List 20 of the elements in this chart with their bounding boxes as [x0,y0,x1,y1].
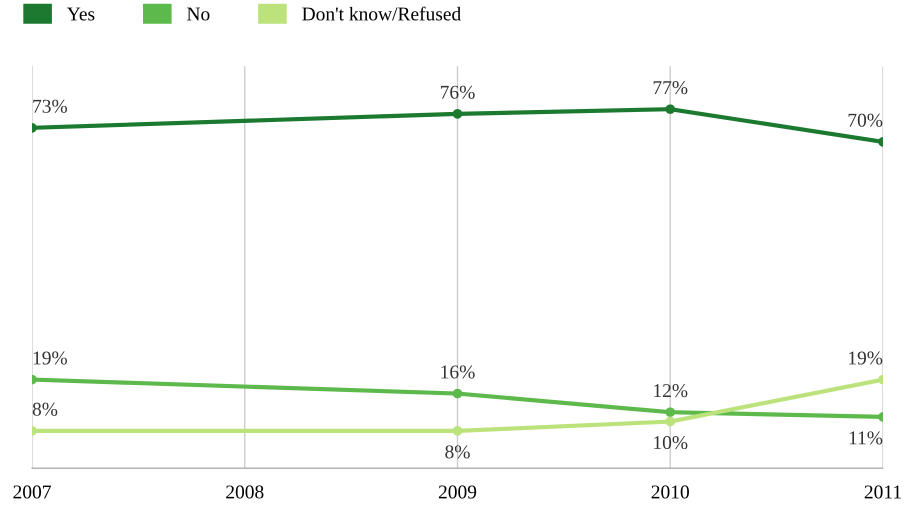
data-label: 16% [441,365,475,379]
x-tick-label: 2007 [13,485,51,499]
data-label: 8% [32,402,58,416]
legend-label: No [187,8,210,21]
data-label: 19% [34,351,68,365]
x-tick-label: 2010 [652,485,689,499]
x-tick-label: 2009 [438,485,476,499]
data-label: 8% [445,445,470,459]
data-label: 77% [654,81,688,94]
data-label: 76% [440,86,475,99]
legend-label: Don't know/Refused [302,6,461,21]
data-label: 73% [33,100,68,113]
data-label: 12% [654,384,688,398]
data-label: 10% [654,436,688,450]
data-label: 70% [848,114,882,127]
x-tick-label: 2011 [864,485,901,499]
data-label: 19% [849,351,882,365]
legend-label: Yes [66,8,94,21]
x-tick-label: 2008 [226,485,264,499]
data-label: 11% [850,431,882,445]
